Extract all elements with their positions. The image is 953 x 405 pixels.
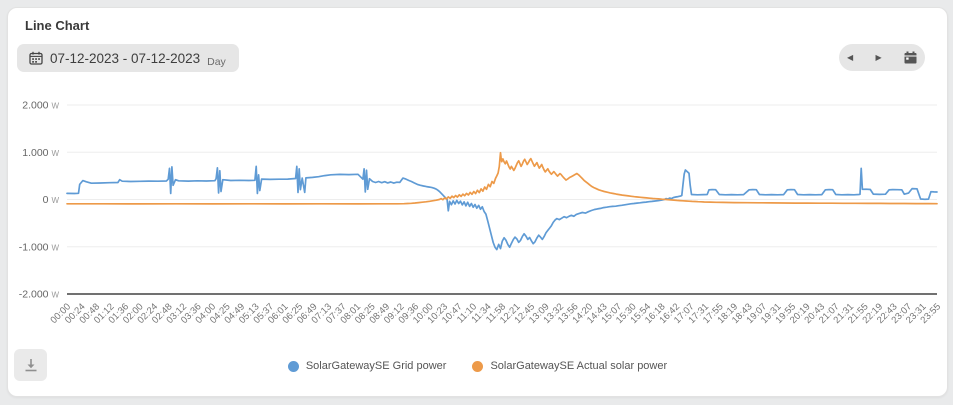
date-range-picker[interactable]: 07-12-2023 - 07-12-2023 Day bbox=[17, 44, 239, 72]
calendar-icon bbox=[29, 51, 43, 65]
line-chart-canvas[interactable]: 2.000 W1.000 W0 W-1.000 W-2.000 W00:0000… bbox=[8, 8, 950, 398]
next-day-button[interactable]: ▶ bbox=[876, 44, 882, 71]
y-axis-tick: -2.000 W bbox=[19, 289, 60, 301]
legend-item-solar-power[interactable]: SolarGatewaySE Actual solar power bbox=[472, 360, 667, 372]
prev-day-button[interactable]: ◀ bbox=[847, 44, 853, 71]
y-axis-tick: 0 W bbox=[43, 194, 60, 206]
right-arrow-icon: ▶ bbox=[875, 52, 882, 62]
legend-label-grid-power: SolarGatewaySE Grid power bbox=[305, 360, 447, 372]
legend-dot-solar-power bbox=[472, 360, 484, 372]
left-arrow-icon: ◀ bbox=[847, 52, 854, 62]
date-range-text: 07-12-2023 - 07-12-2023 bbox=[50, 50, 201, 66]
legend-dot-grid-power bbox=[287, 360, 299, 372]
download-button[interactable] bbox=[14, 349, 47, 381]
legend-label-solar-power: SolarGatewaySE Actual solar power bbox=[490, 360, 668, 372]
calendar-solid-icon bbox=[904, 51, 917, 64]
date-nav-group: ◀ ▶ bbox=[839, 44, 925, 71]
y-axis-tick: -1.000 W bbox=[19, 241, 60, 253]
legend-item-grid-power[interactable]: SolarGatewaySE Grid power bbox=[287, 360, 447, 372]
y-axis-tick: 2.000 W bbox=[22, 100, 59, 112]
range-mode-label: Day bbox=[207, 56, 226, 68]
page-title: Line Chart bbox=[25, 18, 90, 33]
chart-card: Line Chart 07-12-2023 - 07-12-2023 Day ◀… bbox=[7, 7, 948, 397]
y-axis-tick: 1.000 W bbox=[22, 147, 59, 159]
download-icon bbox=[23, 358, 39, 373]
series-line[interactable] bbox=[66, 165, 938, 251]
calendar-picker-button[interactable] bbox=[904, 44, 917, 71]
chart-legend: SolarGatewaySE Grid power SolarGatewaySE… bbox=[8, 360, 947, 372]
series-line[interactable] bbox=[66, 151, 938, 205]
